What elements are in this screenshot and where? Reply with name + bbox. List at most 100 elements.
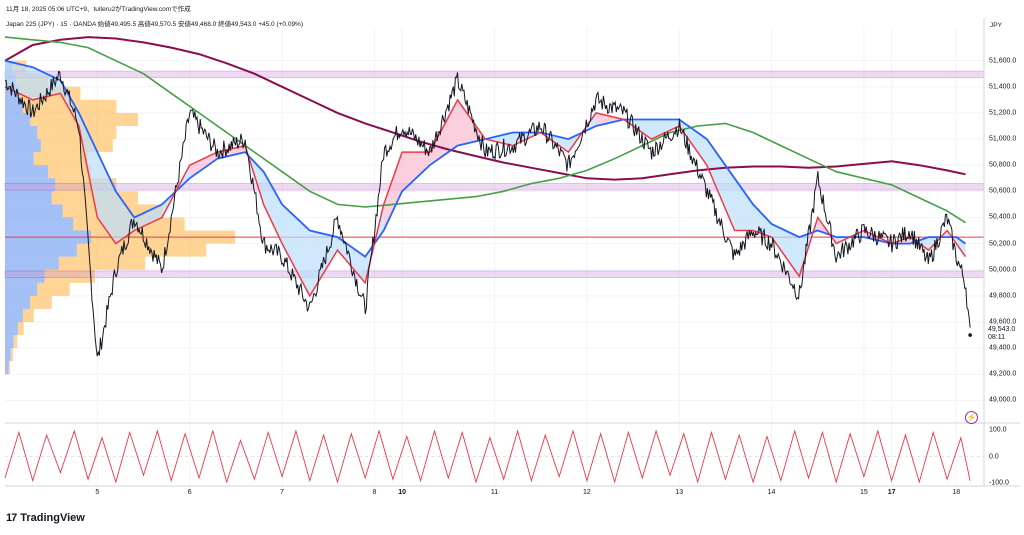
y-tick-13: 49,000.0 (989, 396, 1017, 404)
y-tick-6: 50,400.0 (989, 213, 1017, 221)
ema-fast-line (4, 86, 967, 298)
last-price-value: 49,543.0 (988, 326, 1016, 333)
cloud-segment-1 (32, 67, 61, 100)
cloud-segment-28 (706, 139, 735, 231)
y-tick-10: 49,600.0 (989, 318, 1017, 326)
osc-tick-2: -100.0 (989, 479, 1009, 487)
x-tick-10: 17 (887, 489, 896, 496)
volume-bar-down-23 (5, 361, 9, 375)
cloud-segment-30 (753, 204, 772, 238)
x-tick-9: 15 (860, 489, 868, 496)
x-tick-0: 5 (95, 489, 100, 496)
volume-bar-down-10 (5, 191, 52, 205)
y-tick-2: 51,200.0 (989, 109, 1017, 117)
volume-bar-down-11 (5, 204, 63, 218)
volume-bar-up-19 (22, 308, 34, 322)
volume-bar-down-14 (5, 243, 77, 257)
osc-tick-0: 100.0 (989, 426, 1007, 434)
y-tick-9: 49,800.0 (989, 292, 1017, 300)
cloud-segment-16 (383, 152, 403, 231)
volume-bar-up-22 (10, 348, 13, 362)
cloud-segment-18 (429, 99, 458, 166)
y-tick-0: 51,600.0 (989, 57, 1017, 65)
x-tick-8: 14 (767, 489, 776, 496)
y-tick-12: 49,200.0 (989, 370, 1017, 378)
x-tick-5: 11 (490, 489, 499, 496)
cloud-segment-37 (910, 237, 929, 251)
volume-bar-down-4 (5, 112, 31, 126)
volume-bar-up-21 (13, 335, 18, 349)
cloud-segment-11 (263, 171, 283, 244)
x-tick-4: 10 (398, 489, 407, 496)
price-line (5, 70, 971, 357)
header-timestamp: 11月 18, 2025 05:06 UTC+9、tuiteru2がTradin… (6, 6, 191, 13)
volume-bar-up-7 (33, 152, 88, 166)
cloud-segment-17 (402, 152, 430, 192)
cloud-segment-13 (309, 230, 338, 296)
last-price-dot (968, 333, 972, 337)
x-tick-3: 8 (372, 489, 377, 496)
volume-bar-up-18 (30, 295, 52, 309)
volume-bar-down-20 (5, 322, 18, 336)
y-tick-5: 50,600.0 (989, 187, 1017, 195)
volume-bar-down-18 (5, 295, 31, 309)
volume-bar-up-17 (37, 282, 70, 296)
cloud-segment-19 (457, 99, 486, 146)
cloud-segment-12 (282, 204, 310, 296)
volume-bar-down-6 (5, 139, 41, 153)
countdown-value: 08:11 (988, 334, 1005, 341)
cloud-segment-4 (97, 152, 116, 244)
indicator-lines (4, 36, 967, 298)
cloud-segment-14 (337, 237, 366, 283)
cloud-segment-2 (60, 80, 79, 126)
osc-tick-1: 0.0 (989, 453, 999, 460)
volume-bar-down-8 (5, 165, 49, 179)
cloud-segment-26 (651, 119, 680, 140)
x-tick-6: 12 (582, 489, 591, 496)
zone-band-2 (4, 270, 985, 278)
y-tick-4: 50,800.0 (989, 161, 1017, 169)
cloud-segment-6 (134, 204, 163, 231)
tradingview-logo[interactable]: 17 TradingView (6, 512, 85, 524)
zone-band-0 (4, 70, 985, 79)
y-tick-3: 51,000.0 (989, 135, 1017, 143)
volume-bar-down-9 (5, 178, 56, 192)
price-series (5, 70, 971, 357)
volume-bar-up-8 (48, 165, 92, 179)
x-tick-11: 18 (952, 489, 961, 496)
y-tick-11: 49,400.0 (989, 344, 1017, 352)
pane-frame (5, 18, 1020, 487)
volume-bar-down-5 (5, 126, 38, 140)
y-tick-1: 51,400.0 (989, 83, 1017, 91)
volume-bar-down-21 (5, 335, 14, 349)
volume-bar-up-20 (17, 322, 24, 336)
volume-bar-up-4 (30, 112, 138, 126)
cloud-segment-29 (734, 178, 754, 231)
cloud-segment-24 (596, 112, 624, 126)
currency-label[interactable]: JPY (990, 22, 1002, 29)
x-tick-1: 6 (187, 489, 192, 496)
tradingview-logo-text: TradingView (20, 512, 85, 524)
cloud-segment-27 (679, 119, 707, 166)
sma-maroon-line (4, 36, 966, 181)
cloud-segment-9 (217, 145, 246, 159)
y-tick-8: 50,000.0 (989, 266, 1017, 274)
x-tick-2: 7 (280, 489, 285, 496)
volume-bar-up-6 (40, 139, 113, 153)
volume-bar-down-12 (5, 217, 74, 231)
volume-bar-down-7 (5, 152, 34, 166)
tradingview-logo-mark: 17 (6, 512, 17, 524)
cloud-segment-31 (771, 224, 800, 277)
zone-band-1 (4, 183, 985, 191)
volume-bar-down-15 (5, 256, 59, 270)
volume-bar-up-5 (37, 126, 117, 140)
volume-bar-up-15 (58, 256, 146, 270)
x-tick-7: 13 (675, 489, 684, 496)
lightning-icon[interactable]: ⚡ (965, 411, 978, 424)
volume-bar-down-19 (5, 308, 23, 322)
volume-bar-up-16 (44, 269, 95, 283)
last-price-readout: 49,543.0 08:11 (988, 326, 1015, 342)
oscillator-pane (4, 429, 984, 484)
ema-cloud (5, 60, 966, 296)
